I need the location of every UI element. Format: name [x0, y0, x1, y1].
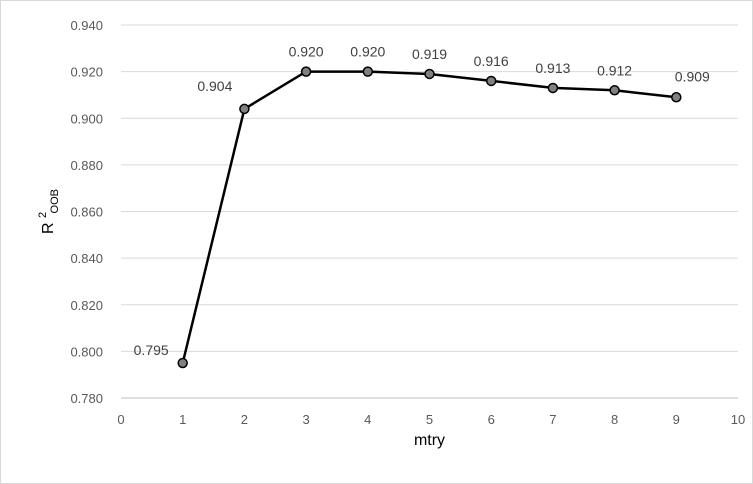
y-tick-label: 0.840 [70, 251, 103, 266]
y-axis-tick-labels: 0.780 0.800 0.820 0.840 0.860 0.880 0.900 0.920… [70, 18, 103, 406]
y-axis-title-superscript: 2 [37, 212, 49, 218]
x-tick-label: 5 [426, 412, 433, 427]
y-axis-title-base: R [40, 222, 57, 234]
series-line [181, 70, 677, 364]
data-point [177, 357, 188, 369]
x-tick-label: 10 [731, 412, 745, 427]
x-tick-label: 2 [241, 412, 248, 427]
x-tick-label: 1 [179, 412, 186, 427]
x-tick-label: 9 [673, 412, 680, 427]
y-tick-label: 0.920 [70, 65, 103, 80]
y-tick-label: 0.800 [70, 344, 103, 359]
data-labels-group: 0.795 0.904 0.920 0.920 0.919 0.916 0.913 0.912… [134, 44, 710, 358]
data-point [485, 75, 497, 87]
y-tick-label: 0.900 [70, 111, 103, 126]
y-axis-title: R 2 OOB [33, 189, 61, 234]
x-axis-title: mtry [414, 432, 445, 449]
series-line-group [181, 70, 677, 364]
x-tick-label: 7 [549, 412, 556, 427]
x-axis-tick-labels: 0 1 2 3 4 5 6 7 8 9 10 [117, 412, 745, 427]
series-points-group [177, 66, 682, 369]
y-tick-label: 0.860 [70, 205, 103, 220]
data-point [424, 68, 435, 80]
x-tick-label: 6 [488, 412, 495, 427]
x-tick-label: 4 [364, 412, 371, 427]
data-label: 0.916 [474, 53, 509, 69]
data-label: 0.919 [412, 46, 447, 62]
data-point [547, 82, 559, 94]
data-label: 0.795 [134, 342, 169, 358]
y-tick-label: 0.880 [70, 158, 103, 173]
data-point [362, 66, 374, 77]
data-point [609, 85, 620, 96]
x-tick-label: 8 [611, 412, 618, 427]
gridlines [121, 24, 738, 352]
data-label: 0.912 [597, 62, 632, 78]
data-label: 0.920 [350, 44, 385, 60]
y-tick-label: 0.940 [70, 18, 103, 33]
data-label: 0.904 [197, 78, 232, 94]
data-point [671, 92, 682, 103]
data-label: 0.909 [675, 68, 710, 84]
x-tick-label: 3 [302, 412, 309, 427]
data-point [300, 66, 312, 77]
data-label: 0.920 [289, 44, 324, 60]
y-tick-label: 0.780 [70, 391, 103, 406]
y-tick-label: 0.820 [70, 298, 103, 313]
data-point [239, 103, 250, 115]
y-axis-title-subscript: OOB [49, 189, 61, 213]
x-tick-label: 0 [117, 412, 124, 427]
data-label: 0.913 [535, 60, 570, 76]
